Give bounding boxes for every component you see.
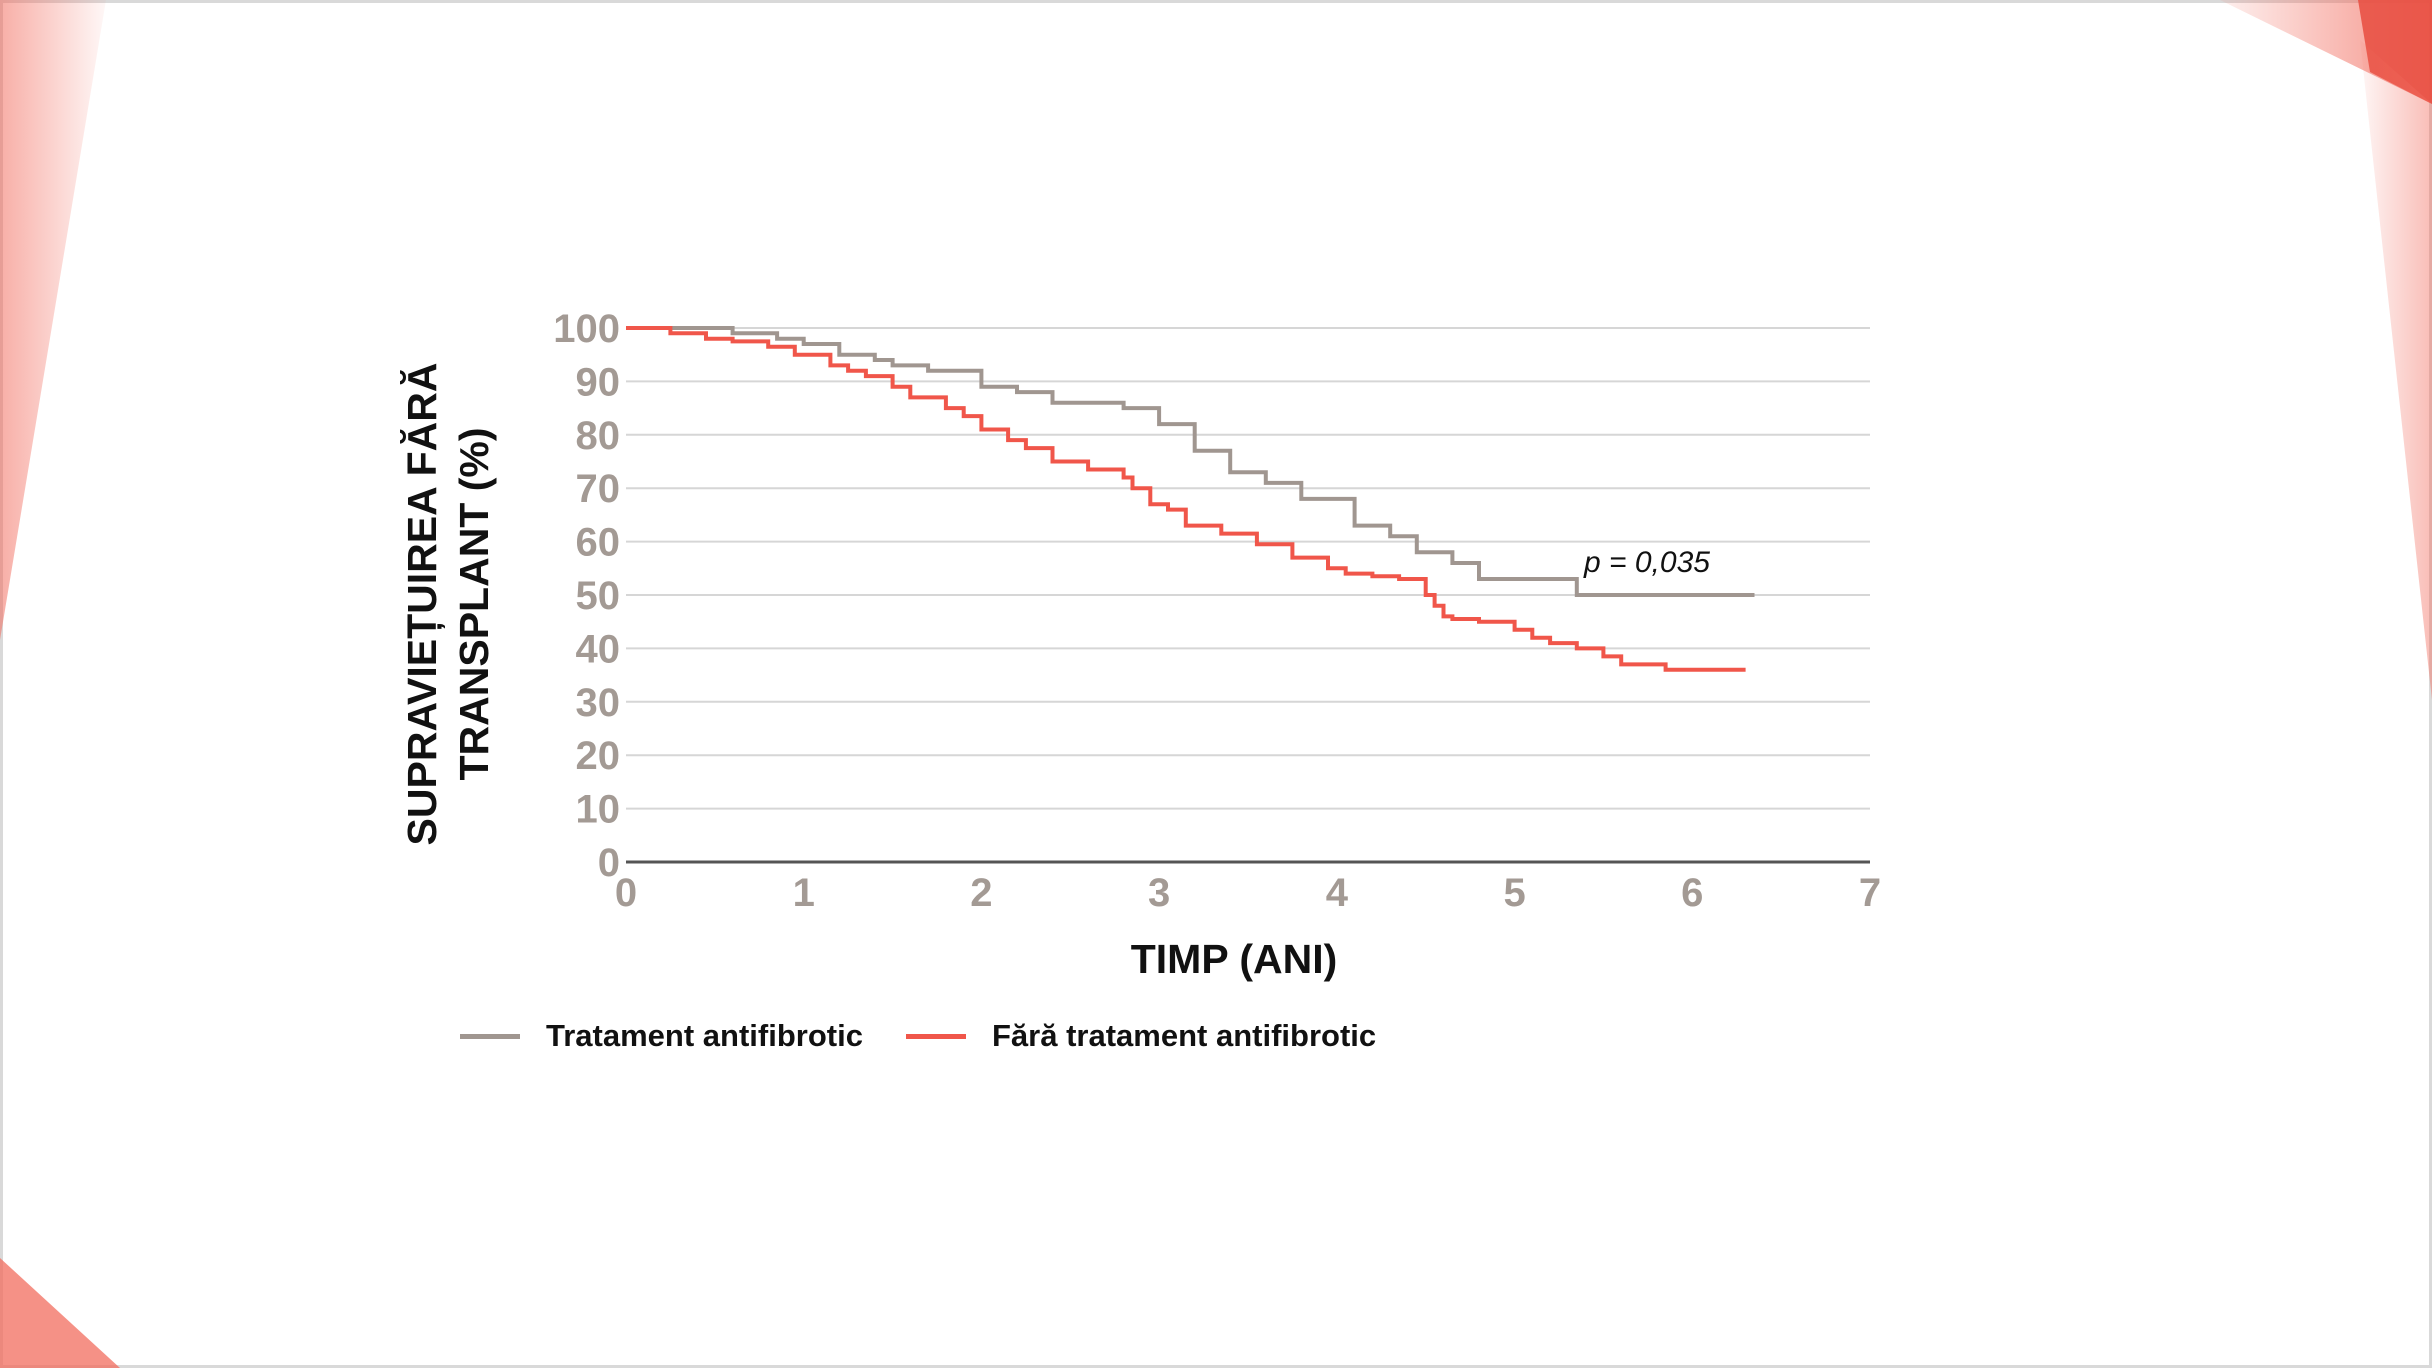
legend-label-treated: Tratament antifibrotic [546,1018,863,1053]
series-lines [626,326,1755,672]
p-value-annotation: p = 0,035 [1584,546,1710,579]
x-axis-label: TIMP (ANI) [1130,936,1338,982]
y-axis-label: SUPRAVIEȚUIREA FĂRĂ TRANSPLANT (%) [399,362,497,846]
grid-lines [626,327,1870,810]
x-tick-0: 0 [615,871,637,915]
bottom-left-accent-shape [0,1258,120,1368]
y-tick-60: 60 [576,521,621,565]
legend-item-untreated: Fără tratament antifibrotic [906,1018,1376,1054]
y-tick-50: 50 [576,574,621,618]
x-tick-4: 4 [1326,871,1349,915]
left-accent-shape [0,0,106,640]
y-tick-30: 30 [576,681,621,725]
legend-swatch-treated [460,1033,520,1039]
y-tick-70: 70 [576,467,621,511]
y-tick-40: 40 [576,627,621,671]
y-tick-10: 10 [576,788,621,832]
y-tick-labels: 0 10 20 30 40 50 60 70 80 90 100 [553,307,620,885]
legend-item-treated: Tratament antifibrotic [460,1018,863,1054]
y-tick-100: 100 [553,307,620,351]
x-tick-2: 2 [970,871,992,915]
series-line-treated [626,326,1755,597]
x-tick-labels: 0 1 2 3 4 5 6 7 [615,871,1881,915]
x-tick-3: 3 [1148,871,1170,915]
top-right-dark-shape [2358,0,2432,104]
right-edge-accent-shape [2360,40,2432,700]
y-tick-90: 90 [576,360,621,404]
x-tick-5: 5 [1503,871,1525,915]
x-tick-1: 1 [793,871,815,915]
y-tick-80: 80 [576,414,621,458]
legend-swatch-untreated [906,1033,966,1039]
x-tick-6: 6 [1681,871,1703,915]
legend-label-untreated: Fără tratament antifibrotic [992,1018,1377,1053]
y-tick-20: 20 [576,734,621,778]
series-line-untreated [626,326,1746,672]
y-tick-0: 0 [598,841,620,885]
x-tick-7: 7 [1859,871,1881,915]
